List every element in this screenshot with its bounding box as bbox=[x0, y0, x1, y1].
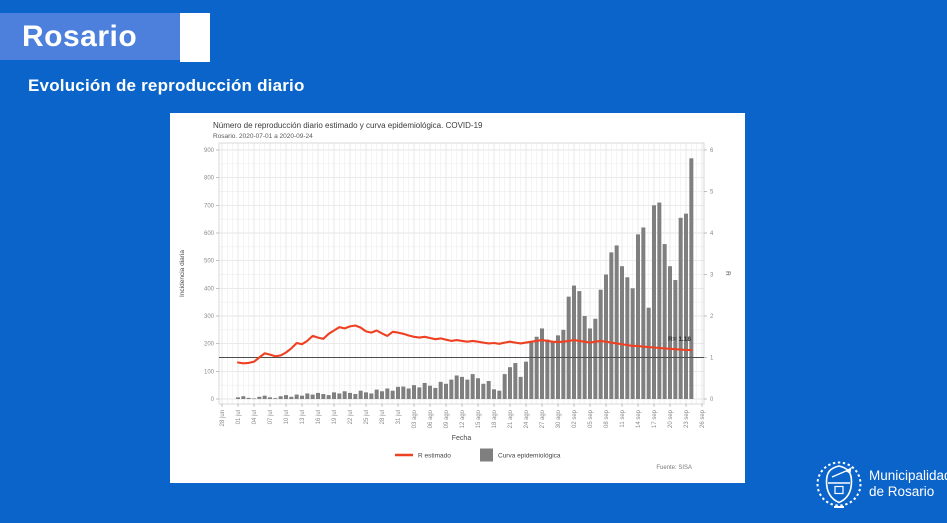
svg-text:100: 100 bbox=[204, 369, 215, 375]
svg-text:08 sep: 08 sep bbox=[604, 409, 610, 428]
svg-text:R: R bbox=[724, 271, 731, 276]
logo-text-line2: de Rosario bbox=[869, 483, 935, 499]
svg-text:3: 3 bbox=[710, 273, 714, 279]
svg-text:07 jul: 07 jul bbox=[268, 410, 274, 424]
svg-text:28 jun: 28 jun bbox=[220, 410, 226, 426]
svg-text:16 jul: 16 jul bbox=[316, 410, 322, 424]
municipality-logo-text: Municipalidad de Rosario bbox=[869, 468, 947, 500]
svg-text:30 ago: 30 ago bbox=[556, 409, 562, 428]
svg-text:26 sep: 26 sep bbox=[700, 409, 706, 428]
svg-text:0: 0 bbox=[211, 397, 215, 403]
svg-text:04 jul: 04 jul bbox=[252, 410, 258, 424]
svg-text:Curva epidemiológica: Curva epidemiológica bbox=[498, 453, 561, 460]
svg-text:R= 1.18: R= 1.18 bbox=[668, 336, 691, 343]
municipality-logo: Municipalidad de Rosario bbox=[816, 455, 947, 512]
title-band-square bbox=[180, 13, 210, 62]
y-axis-left: 0 100 200 300 400 500 600 700 800 900 bbox=[204, 148, 219, 403]
municipality-crest-icon bbox=[816, 461, 862, 508]
svg-text:700: 700 bbox=[204, 203, 215, 209]
y-axis-right: 0 1 2 3 4 5 6 bbox=[704, 148, 714, 403]
svg-text:6: 6 bbox=[710, 148, 714, 154]
chart-titles: Número de reproducción diario estimado y… bbox=[179, 121, 731, 442]
svg-text:300: 300 bbox=[204, 314, 215, 320]
svg-text:25 jul: 25 jul bbox=[364, 410, 370, 424]
svg-text:800: 800 bbox=[204, 176, 215, 182]
x-axis-labels: 28 jun 01 jul 04 jul 07 jul 10 jul 13 jul 16 j… bbox=[220, 404, 706, 428]
r-value-annotation: R= 1.18 bbox=[668, 336, 691, 343]
svg-text:12 ago: 12 ago bbox=[460, 409, 466, 428]
svg-text:Rosario. 2020-07-01 a 2020-09-: Rosario. 2020-07-01 a 2020-09-24 bbox=[213, 133, 313, 140]
svg-text:Fuente: SISA: Fuente: SISA bbox=[656, 465, 692, 471]
svg-text:1: 1 bbox=[710, 356, 714, 362]
svg-text:18 ago: 18 ago bbox=[492, 409, 498, 428]
svg-text:2: 2 bbox=[710, 314, 714, 320]
svg-text:0: 0 bbox=[710, 397, 714, 403]
svg-text:200: 200 bbox=[204, 342, 215, 348]
svg-text:5: 5 bbox=[710, 190, 714, 196]
svg-text:02 sep: 02 sep bbox=[572, 409, 578, 428]
svg-text:28 jul: 28 jul bbox=[380, 410, 386, 424]
chart-caption: Fuente: SISA bbox=[656, 465, 692, 471]
svg-text:06 ago: 06 ago bbox=[428, 409, 434, 428]
svg-text:20 sep: 20 sep bbox=[668, 409, 674, 428]
svg-text:10 jul: 10 jul bbox=[284, 410, 290, 424]
svg-text:11 sep: 11 sep bbox=[620, 409, 626, 427]
svg-text:14 sep: 14 sep bbox=[636, 409, 642, 428]
svg-text:R estimado: R estimado bbox=[418, 453, 451, 460]
svg-text:31 jul: 31 jul bbox=[396, 410, 402, 424]
svg-text:13 jul: 13 jul bbox=[300, 410, 306, 424]
svg-text:15 ago: 15 ago bbox=[476, 409, 482, 428]
svg-text:600: 600 bbox=[204, 231, 215, 237]
svg-text:27 ago: 27 ago bbox=[540, 409, 546, 428]
svg-text:Número de reproducción diario: Número de reproducción diario estimado y… bbox=[213, 121, 483, 130]
slide-title: Rosario bbox=[22, 19, 138, 53]
covid-reproduction-chart: R= 1.18 0 100 200 300 400 500 600 700 800 900 0 1 2 3 4… bbox=[179, 121, 731, 471]
svg-text:4: 4 bbox=[710, 231, 714, 237]
svg-text:21 ago: 21 ago bbox=[508, 409, 514, 428]
title-band: Rosario bbox=[0, 13, 180, 60]
svg-text:17 sep: 17 sep bbox=[652, 409, 658, 428]
svg-text:03 ago: 03 ago bbox=[412, 409, 418, 428]
chart-grid bbox=[219, 143, 704, 404]
chart-legend: R estimado Curva epidemiológica bbox=[395, 448, 561, 462]
svg-text:09 ago: 09 ago bbox=[444, 409, 450, 428]
epidemic-curve-bars bbox=[236, 158, 694, 400]
plot-border bbox=[218, 142, 705, 405]
svg-text:900: 900 bbox=[204, 148, 215, 154]
svg-text:Incidencia diaria: Incidencia diaria bbox=[179, 250, 186, 297]
svg-text:23 sep: 23 sep bbox=[684, 409, 690, 428]
slide-subtitle: Evolución de reproducción diario bbox=[28, 76, 305, 95]
r-estimate-line bbox=[236, 324, 693, 365]
logo-text-line1: Municipalidad bbox=[869, 467, 947, 483]
svg-text:05 sep: 05 sep bbox=[588, 409, 594, 428]
svg-text:400: 400 bbox=[204, 286, 215, 292]
svg-text:01 jul: 01 jul bbox=[236, 410, 242, 424]
svg-text:24 ago: 24 ago bbox=[524, 409, 530, 428]
svg-text:19 jul: 19 jul bbox=[332, 410, 338, 424]
svg-text:22 jul: 22 jul bbox=[348, 410, 354, 424]
svg-text:500: 500 bbox=[204, 259, 215, 265]
chart-panel: R= 1.18 0 100 200 300 400 500 600 700 800 900 0 1 2 3 4… bbox=[170, 113, 745, 483]
svg-text:Fecha: Fecha bbox=[452, 435, 472, 442]
